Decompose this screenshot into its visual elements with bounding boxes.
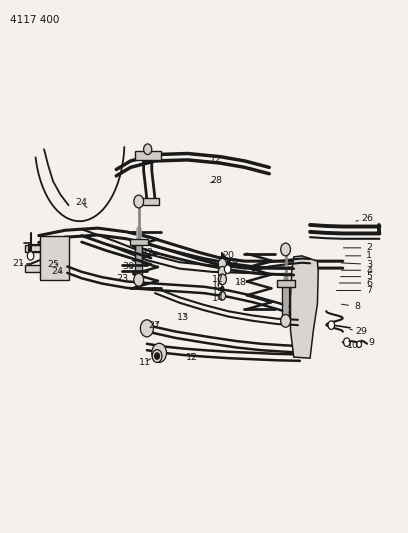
Polygon shape [130,239,148,245]
Text: 11: 11 [139,358,151,367]
Circle shape [218,274,226,285]
Text: 23: 23 [116,274,129,282]
Text: 21: 21 [12,260,24,268]
Circle shape [218,259,226,269]
Circle shape [134,273,144,286]
Circle shape [357,341,361,348]
Polygon shape [40,236,69,280]
Text: 2: 2 [344,244,372,252]
Text: 4117 400: 4117 400 [10,15,60,25]
Text: 14: 14 [212,294,224,303]
Text: 29: 29 [350,327,367,336]
Circle shape [140,320,153,337]
Text: 9: 9 [361,338,374,346]
Text: 5: 5 [341,272,372,281]
Text: 19: 19 [227,258,239,266]
Polygon shape [277,280,295,287]
Polygon shape [25,245,45,272]
Polygon shape [290,256,318,358]
Circle shape [328,321,335,329]
Circle shape [155,353,160,359]
Circle shape [344,338,350,346]
Text: 20: 20 [222,252,235,260]
Text: 27: 27 [148,321,160,329]
Text: 25: 25 [47,260,59,269]
Circle shape [152,350,162,362]
Text: 3: 3 [341,260,373,269]
Text: 12: 12 [207,156,222,164]
Circle shape [27,252,34,260]
Text: 10: 10 [343,341,359,350]
Circle shape [134,195,144,208]
Circle shape [281,314,290,327]
Circle shape [218,266,226,277]
Text: 12: 12 [186,353,198,361]
Text: 7: 7 [337,286,372,295]
Text: 13: 13 [177,313,189,321]
Text: 24: 24 [75,198,88,207]
Circle shape [144,144,152,155]
Polygon shape [135,151,161,160]
Text: 26: 26 [356,214,373,223]
Text: 18: 18 [235,278,247,287]
Text: 24: 24 [51,268,63,276]
Text: 15: 15 [212,288,224,296]
Circle shape [152,343,166,362]
Polygon shape [140,198,159,205]
Circle shape [224,265,231,273]
Text: 6: 6 [339,279,372,287]
Circle shape [219,292,226,300]
Text: 17: 17 [212,275,224,284]
Text: 4: 4 [341,266,372,274]
Circle shape [281,243,290,256]
Text: 1: 1 [346,252,372,260]
Text: 28: 28 [210,176,222,184]
Text: 22: 22 [141,248,153,256]
Text: 16: 16 [212,281,224,290]
Text: 8: 8 [341,302,360,311]
Text: 30: 30 [122,262,135,271]
